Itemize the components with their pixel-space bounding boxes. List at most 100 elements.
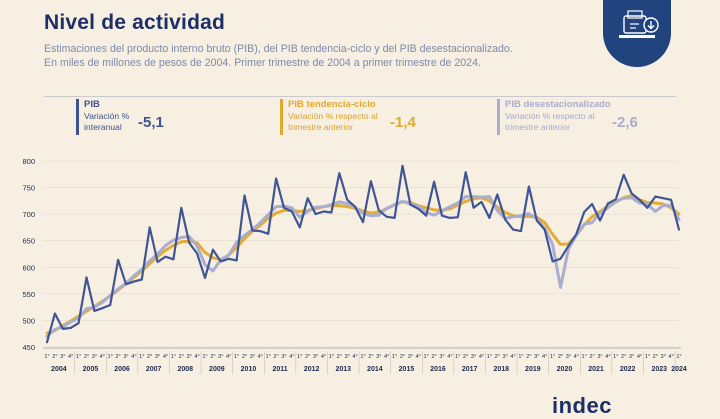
kpi-pib-desc: Variación % interanual bbox=[84, 111, 129, 132]
x-tick-quarter-label: 3° bbox=[376, 354, 381, 360]
x-tick-year-label: 2017 bbox=[462, 366, 478, 373]
x-tick-quarter-label: 2° bbox=[210, 354, 215, 360]
x-tick-quarter-label: 4° bbox=[384, 354, 389, 360]
x-tick-quarter-label: 1° bbox=[487, 354, 492, 360]
x-tick-year-label: 2005 bbox=[83, 366, 99, 373]
x-tick-quarter-label: 2° bbox=[589, 354, 594, 360]
x-tick-year-label: 2014 bbox=[367, 366, 383, 373]
kpi-desestacionalizado-name: PIB desestacionalizado bbox=[505, 99, 611, 110]
kpi-divider bbox=[44, 96, 676, 97]
x-tick-quarter-label: 4° bbox=[668, 354, 673, 360]
x-tick-quarter-label: 2° bbox=[653, 354, 658, 360]
x-tick-quarter-label: 1° bbox=[297, 354, 302, 360]
x-tick-quarter-label: 1° bbox=[171, 354, 176, 360]
x-tick-quarter-label: 3° bbox=[250, 354, 255, 360]
x-tick-quarter-label: 3° bbox=[155, 354, 160, 360]
x-tick-year-label: 2013 bbox=[335, 366, 351, 373]
kpi-pib: PIB Variación % interanual -5,1 bbox=[76, 99, 186, 135]
x-tick-quarter-label: 4° bbox=[289, 354, 294, 360]
x-tick-quarter-label: 3° bbox=[60, 354, 65, 360]
x-tick-quarter-label: 4° bbox=[637, 354, 642, 360]
x-tick-quarter-label: 3° bbox=[597, 354, 602, 360]
series-line-pib-tendencia-ciclo bbox=[45, 194, 681, 335]
kpi-desestacionalizado-value: -2,6 bbox=[612, 114, 638, 131]
x-tick-year-label: 2015 bbox=[399, 366, 415, 373]
x-tick-quarter-label: 2° bbox=[305, 354, 310, 360]
x-tick-year-label: 2024 bbox=[671, 366, 687, 373]
x-tick-quarter-label: 2° bbox=[273, 354, 278, 360]
x-tick-quarter-label: 1° bbox=[234, 354, 239, 360]
x-tick-quarter-label: 2° bbox=[495, 354, 500, 360]
x-tick-quarter-label: 4° bbox=[321, 354, 326, 360]
kpi-desestacionalizado-desc-line2: trimestre anterior bbox=[505, 121, 570, 132]
x-tick-quarter-label: 3° bbox=[661, 354, 666, 360]
x-tick-year-label: 2012 bbox=[304, 366, 320, 373]
x-tick-quarter-label: 1° bbox=[108, 354, 113, 360]
x-tick-quarter-label: 1° bbox=[550, 354, 555, 360]
x-tick-quarter-label: 3° bbox=[471, 354, 476, 360]
x-tick-quarter-label: 4° bbox=[352, 354, 357, 360]
x-tick-quarter-label: 1° bbox=[518, 354, 523, 360]
x-tick-year-label: 2018 bbox=[493, 366, 509, 373]
x-tick-year-label: 2021 bbox=[588, 366, 604, 373]
kpi-desestacionalizado-bar bbox=[497, 99, 500, 135]
x-tick-year-label: 2011 bbox=[272, 366, 287, 373]
x-tick-quarter-label: 2° bbox=[147, 354, 152, 360]
x-tick-quarter-label: 1° bbox=[392, 354, 397, 360]
x-tick-year-label: 2009 bbox=[209, 366, 225, 373]
x-tick-quarter-label: 3° bbox=[629, 354, 634, 360]
x-tick-quarter-label: 3° bbox=[187, 354, 192, 360]
page-subtitle: Estimaciones del producto interno bruto … bbox=[44, 42, 513, 70]
x-tick-quarter-label: 3° bbox=[503, 354, 508, 360]
x-tick-quarter-label: 2° bbox=[242, 354, 247, 360]
x-tick-quarter-label: 2° bbox=[463, 354, 468, 360]
x-tick-quarter-label: 4° bbox=[510, 354, 515, 360]
x-tick-quarter-label: 4° bbox=[226, 354, 231, 360]
x-tick-quarter-label: 1° bbox=[266, 354, 271, 360]
x-tick-quarter-label: 1° bbox=[139, 354, 144, 360]
x-tick-quarter-label: 4° bbox=[163, 354, 168, 360]
x-tick-quarter-label: 3° bbox=[281, 354, 286, 360]
x-tick-quarter-label: 1° bbox=[76, 354, 81, 360]
x-tick-year-label: 2022 bbox=[620, 366, 636, 373]
kpi-tendencia-bar bbox=[280, 99, 283, 135]
x-tick-quarter-label: 3° bbox=[439, 354, 444, 360]
y-tick-label: 550 bbox=[22, 290, 35, 299]
x-tick-quarter-label: 2° bbox=[84, 354, 89, 360]
x-tick-quarter-label: 2° bbox=[115, 354, 120, 360]
y-tick-label: 650 bbox=[22, 237, 35, 246]
x-tick-quarter-label: 1° bbox=[582, 354, 587, 360]
x-tick-quarter-label: 2° bbox=[52, 354, 57, 360]
x-tick-year-label: 2019 bbox=[525, 366, 541, 373]
x-tick-quarter-label: 1° bbox=[645, 354, 650, 360]
x-tick-year-label: 2020 bbox=[557, 366, 573, 373]
x-tick-quarter-label: 4° bbox=[542, 354, 547, 360]
x-tick-quarter-label: 3° bbox=[408, 354, 413, 360]
x-tick-quarter-label: 2° bbox=[431, 354, 436, 360]
download-badge[interactable] bbox=[603, 0, 671, 67]
x-tick-quarter-label: 3° bbox=[313, 354, 318, 360]
x-tick-quarter-label: 2° bbox=[337, 354, 342, 360]
x-tick-quarter-label: 3° bbox=[345, 354, 350, 360]
kpi-desestacionalizado: PIB desestacionalizado Variación % respe… bbox=[497, 99, 667, 135]
x-tick-quarter-label: 2° bbox=[621, 354, 626, 360]
kpi-pib-bar bbox=[76, 99, 79, 135]
kpi-desestacionalizado-desc: Variación % respecto al trimestre anteri… bbox=[505, 111, 595, 132]
x-tick-quarter-label: 4° bbox=[447, 354, 452, 360]
x-tick-quarter-label: 3° bbox=[566, 354, 571, 360]
indec-logo: indec bbox=[552, 393, 612, 418]
y-tick-label: 750 bbox=[22, 184, 35, 193]
x-tick-quarter-label: 1° bbox=[424, 354, 429, 360]
kpi-desestacionalizado-desc-line1: Variación % respecto al bbox=[505, 111, 595, 121]
x-tick-quarter-label: 4° bbox=[258, 354, 263, 360]
y-tick-label: 700 bbox=[22, 210, 35, 219]
kpi-tendencia-desc: Variación % respecto al trimestre anteri… bbox=[288, 111, 378, 132]
y-tick-label: 600 bbox=[22, 263, 35, 272]
x-tick-year-label: 2010 bbox=[241, 366, 257, 373]
x-tick-quarter-label: 4° bbox=[68, 354, 73, 360]
x-tick-year-label: 2023 bbox=[651, 366, 667, 373]
document-download-icon bbox=[619, 10, 659, 38]
kpi-pib-name: PIB bbox=[84, 99, 100, 110]
x-tick-quarter-label: 3° bbox=[218, 354, 223, 360]
